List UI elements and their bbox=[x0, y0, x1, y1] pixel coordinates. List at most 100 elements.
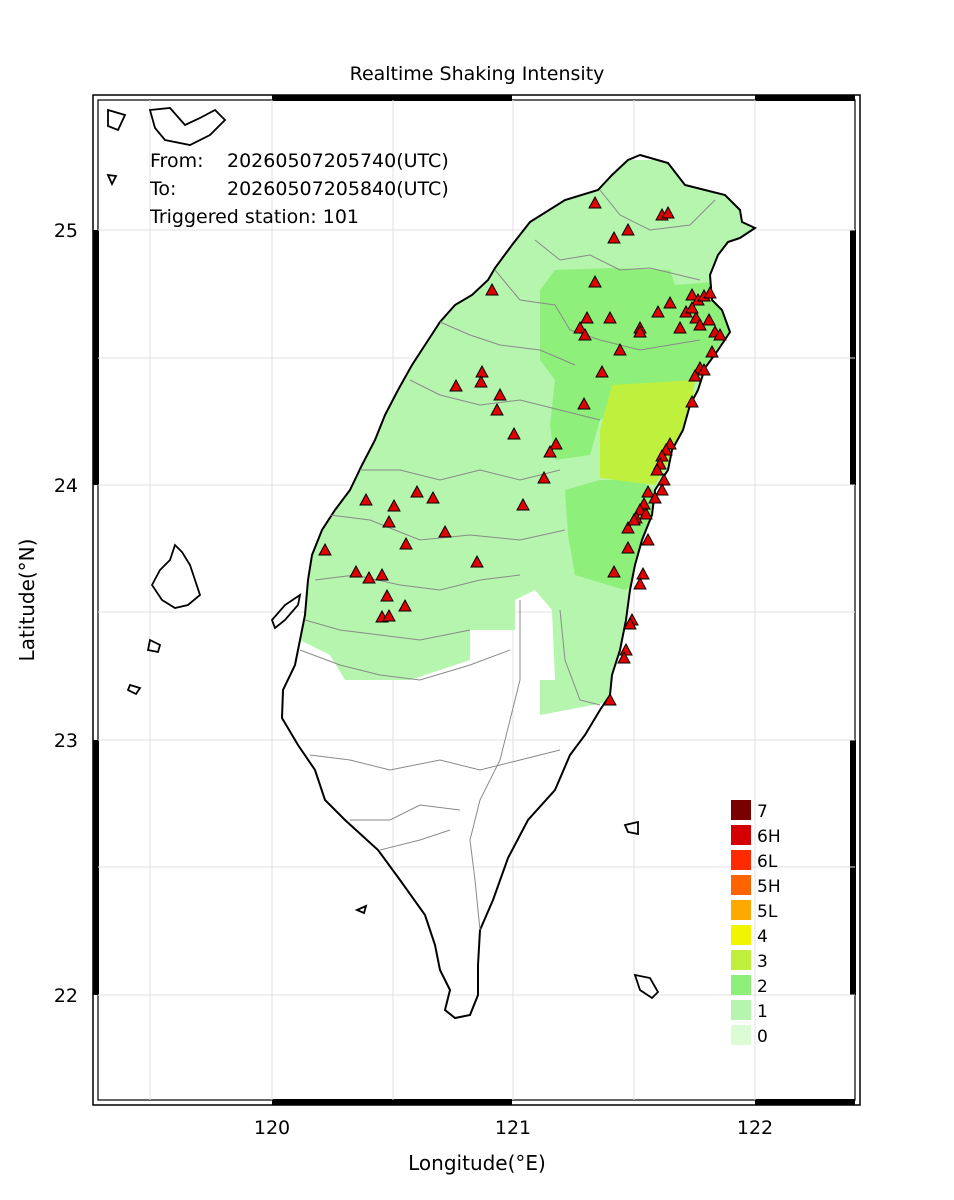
from-label: From: bbox=[150, 150, 203, 172]
y-tick-labels: 25 24 23 22 bbox=[54, 220, 78, 1007]
y-tick-label: 23 bbox=[54, 730, 78, 752]
legend-label: 7 bbox=[757, 802, 768, 822]
station-marker bbox=[657, 472, 671, 486]
station-marker bbox=[573, 320, 587, 334]
station-marker bbox=[595, 364, 609, 378]
legend-label: 5L bbox=[757, 902, 778, 922]
station-marker bbox=[621, 540, 635, 554]
to-label: To: bbox=[149, 178, 176, 200]
station-marker bbox=[621, 222, 635, 236]
station-marker bbox=[650, 462, 664, 476]
station-marker bbox=[633, 502, 647, 516]
legend-swatch bbox=[731, 925, 751, 945]
station-marker bbox=[474, 374, 488, 388]
station-marker bbox=[663, 295, 677, 309]
station-marker bbox=[705, 344, 719, 358]
station-marker bbox=[470, 554, 484, 568]
station-marker bbox=[410, 484, 424, 498]
y-axis-label: Latitude(°N) bbox=[15, 539, 39, 662]
station-marker bbox=[661, 205, 675, 219]
station-marker bbox=[713, 327, 727, 341]
station-marker bbox=[685, 394, 699, 408]
y-tick-label: 22 bbox=[54, 985, 78, 1007]
legend-swatch bbox=[731, 825, 751, 845]
station-marker bbox=[399, 536, 413, 550]
triggered-stations: Triggered station: 101 bbox=[149, 206, 359, 228]
y-tick-label: 24 bbox=[54, 475, 78, 497]
from-value: 20260507205740(UTC) bbox=[227, 150, 449, 172]
station-marker bbox=[380, 588, 394, 602]
intensity-shading bbox=[290, 160, 755, 715]
station-marker bbox=[636, 566, 650, 580]
legend-swatch bbox=[731, 950, 751, 970]
station-marker bbox=[490, 402, 504, 416]
station-marker bbox=[641, 484, 655, 498]
legend-label: 6H bbox=[757, 827, 781, 847]
station-marker bbox=[648, 490, 662, 504]
station-marker bbox=[603, 310, 617, 324]
station-marker bbox=[588, 274, 602, 288]
legend-swatch bbox=[731, 900, 751, 920]
legend-label: 3 bbox=[757, 952, 768, 972]
legend-label: 6L bbox=[757, 852, 778, 872]
station-marker bbox=[621, 520, 635, 534]
station-marker bbox=[426, 490, 440, 504]
station-marker bbox=[387, 498, 401, 512]
station-marker bbox=[375, 567, 389, 581]
station-marker bbox=[623, 616, 637, 630]
station-marker bbox=[588, 195, 602, 209]
station-marker bbox=[633, 324, 647, 338]
station-marker bbox=[627, 512, 641, 526]
station-marker bbox=[318, 542, 332, 556]
station-marker bbox=[543, 444, 557, 458]
station-marker bbox=[349, 564, 363, 578]
y-tick-label: 25 bbox=[54, 220, 78, 242]
station-marker bbox=[617, 650, 631, 664]
coastline bbox=[280, 153, 758, 1020]
info-block: From: 20260507205740(UTC) To: 2026050720… bbox=[149, 150, 449, 228]
intensity-legend: 7 6H 6L 5H 5L 4 3 2 1 0 bbox=[731, 800, 781, 1047]
x-tick-label: 122 bbox=[737, 1117, 773, 1139]
station-marker bbox=[607, 230, 621, 244]
map-title: Realtime Shaking Intensity bbox=[350, 63, 605, 85]
station-marker bbox=[382, 608, 396, 622]
x-tick-label: 121 bbox=[495, 1117, 531, 1139]
legend-swatch bbox=[731, 800, 751, 820]
station-marker bbox=[516, 497, 530, 511]
station-marker bbox=[655, 482, 669, 496]
station-marker bbox=[362, 570, 376, 584]
legend-swatch bbox=[731, 875, 751, 895]
station-marker bbox=[673, 320, 687, 334]
x-axis-label: Longitude(°E) bbox=[408, 1151, 546, 1175]
station-marker bbox=[485, 282, 499, 296]
station-marker bbox=[493, 387, 507, 401]
station-marker bbox=[641, 532, 655, 546]
legend-swatch bbox=[731, 850, 751, 870]
station-marker bbox=[613, 342, 627, 356]
station-marker bbox=[607, 564, 621, 578]
legend-label: 4 bbox=[757, 927, 768, 947]
station-marker bbox=[537, 470, 551, 484]
station-marker bbox=[549, 436, 563, 450]
station-marker bbox=[639, 506, 653, 520]
station-marker bbox=[603, 692, 617, 706]
station-marker bbox=[507, 426, 521, 440]
legend-swatch bbox=[731, 1025, 751, 1045]
station-marker bbox=[577, 396, 591, 410]
legend-label: 0 bbox=[757, 1027, 768, 1047]
legend-label: 5H bbox=[757, 877, 781, 897]
station-marker bbox=[651, 304, 665, 318]
legend-label: 2 bbox=[757, 977, 768, 997]
station-marker bbox=[697, 362, 711, 376]
station-marker bbox=[703, 285, 717, 299]
station-markers bbox=[318, 195, 727, 706]
station-marker bbox=[580, 310, 594, 324]
station-marker bbox=[702, 312, 716, 326]
station-marker bbox=[633, 576, 647, 590]
county-boundaries bbox=[299, 189, 716, 931]
station-marker bbox=[398, 598, 412, 612]
legend-swatch bbox=[731, 1000, 751, 1020]
station-marker bbox=[359, 492, 373, 506]
legend-swatch bbox=[731, 975, 751, 995]
